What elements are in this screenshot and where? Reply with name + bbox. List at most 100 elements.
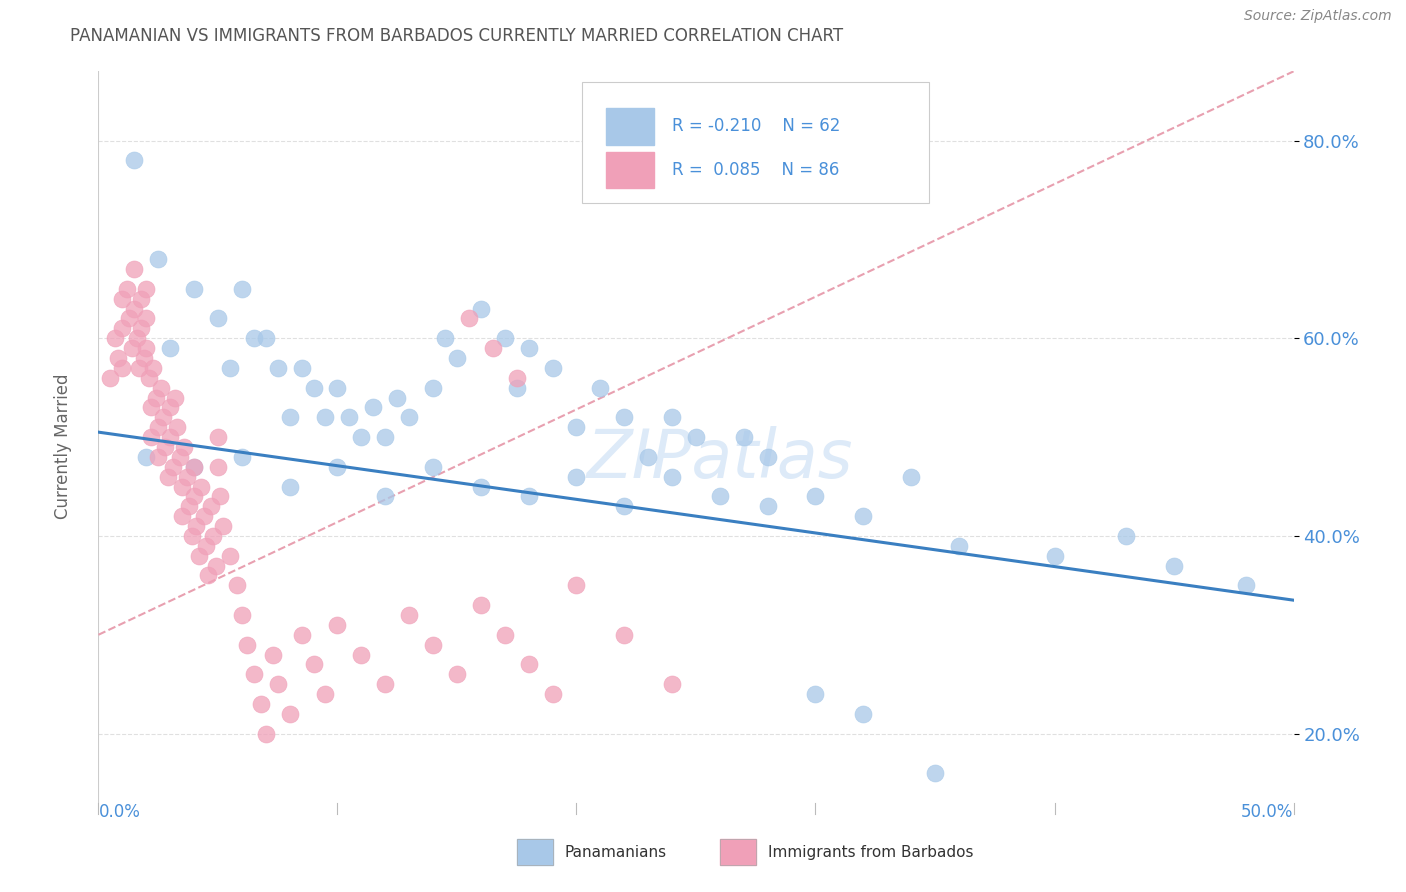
Point: [709, 489, 731, 503]
Point: [135, 282, 157, 296]
Point: [104, 331, 127, 345]
Point: [183, 459, 205, 474]
Text: R =  0.085    N = 86: R = 0.085 N = 86: [672, 161, 839, 179]
Point: [852, 509, 875, 524]
Point: [733, 430, 755, 444]
Point: [398, 410, 420, 425]
Point: [231, 282, 253, 296]
Point: [661, 677, 683, 691]
Point: [267, 360, 290, 375]
Text: PANAMANIAN VS IMMIGRANTS FROM BARBADOS CURRENTLY MARRIED CORRELATION CHART: PANAMANIAN VS IMMIGRANTS FROM BARBADOS C…: [70, 27, 844, 45]
Point: [385, 391, 409, 405]
Point: [139, 401, 162, 415]
Point: [183, 282, 205, 296]
Point: [326, 618, 349, 632]
Point: [422, 638, 444, 652]
Point: [613, 628, 636, 642]
Point: [131, 292, 153, 306]
Point: [374, 489, 396, 503]
Point: [852, 706, 875, 721]
Point: [159, 401, 181, 415]
Text: Panamanians: Panamanians: [565, 845, 666, 860]
Point: [207, 311, 229, 326]
Point: [278, 410, 301, 425]
Point: [254, 726, 277, 740]
Point: [183, 459, 205, 474]
Point: [458, 311, 481, 326]
Point: [517, 657, 540, 672]
Point: [204, 558, 226, 573]
Point: [111, 321, 134, 335]
Point: [125, 331, 148, 345]
Point: [149, 381, 172, 395]
Point: [135, 311, 157, 326]
Point: [124, 262, 146, 277]
Text: 50.0%: 50.0%: [1241, 803, 1294, 821]
Text: 0.0%: 0.0%: [98, 803, 141, 821]
Point: [924, 766, 946, 780]
Point: [613, 500, 636, 514]
Point: [176, 469, 198, 483]
Point: [195, 539, 218, 553]
Point: [434, 331, 457, 345]
Point: [254, 331, 277, 345]
Point: [422, 381, 444, 395]
Point: [350, 430, 373, 444]
Text: Immigrants from Barbados: Immigrants from Barbados: [768, 845, 973, 860]
Point: [494, 628, 516, 642]
Point: [155, 440, 177, 454]
Point: [374, 677, 396, 691]
Point: [166, 420, 188, 434]
Point: [226, 578, 249, 592]
Point: [685, 430, 707, 444]
Point: [278, 706, 301, 721]
Point: [541, 687, 564, 701]
Point: [124, 301, 146, 316]
Point: [756, 450, 779, 464]
Point: [470, 479, 492, 493]
Point: [159, 341, 181, 355]
Point: [180, 529, 202, 543]
Point: [202, 529, 225, 543]
Point: [172, 509, 194, 524]
Point: [169, 450, 191, 464]
Point: [637, 450, 659, 464]
Point: [613, 410, 636, 425]
Point: [207, 459, 229, 474]
Point: [121, 341, 143, 355]
Point: [326, 459, 349, 474]
Point: [131, 321, 153, 335]
Point: [506, 371, 529, 385]
Bar: [606, 108, 654, 145]
Point: [262, 648, 284, 662]
Point: [315, 410, 337, 425]
Point: [211, 519, 233, 533]
Point: [145, 391, 167, 405]
Point: [111, 360, 134, 375]
Point: [156, 469, 179, 483]
Point: [163, 391, 186, 405]
Point: [541, 360, 564, 375]
Point: [506, 381, 529, 395]
Point: [267, 677, 290, 691]
Bar: [720, 839, 756, 865]
Point: [517, 489, 540, 503]
Point: [135, 341, 157, 355]
Point: [374, 430, 396, 444]
Point: [111, 292, 134, 306]
Point: [315, 687, 337, 701]
Point: [1115, 529, 1137, 543]
Point: [190, 479, 212, 493]
Point: [363, 401, 385, 415]
Point: [135, 450, 157, 464]
Point: [187, 549, 209, 563]
Point: [207, 430, 229, 444]
Point: [138, 371, 160, 385]
Text: Currently Married: Currently Married: [55, 373, 72, 519]
Point: [422, 459, 444, 474]
Point: [291, 628, 314, 642]
Point: [148, 420, 170, 434]
Point: [124, 153, 146, 168]
Point: [128, 360, 150, 375]
Point: [193, 509, 215, 524]
